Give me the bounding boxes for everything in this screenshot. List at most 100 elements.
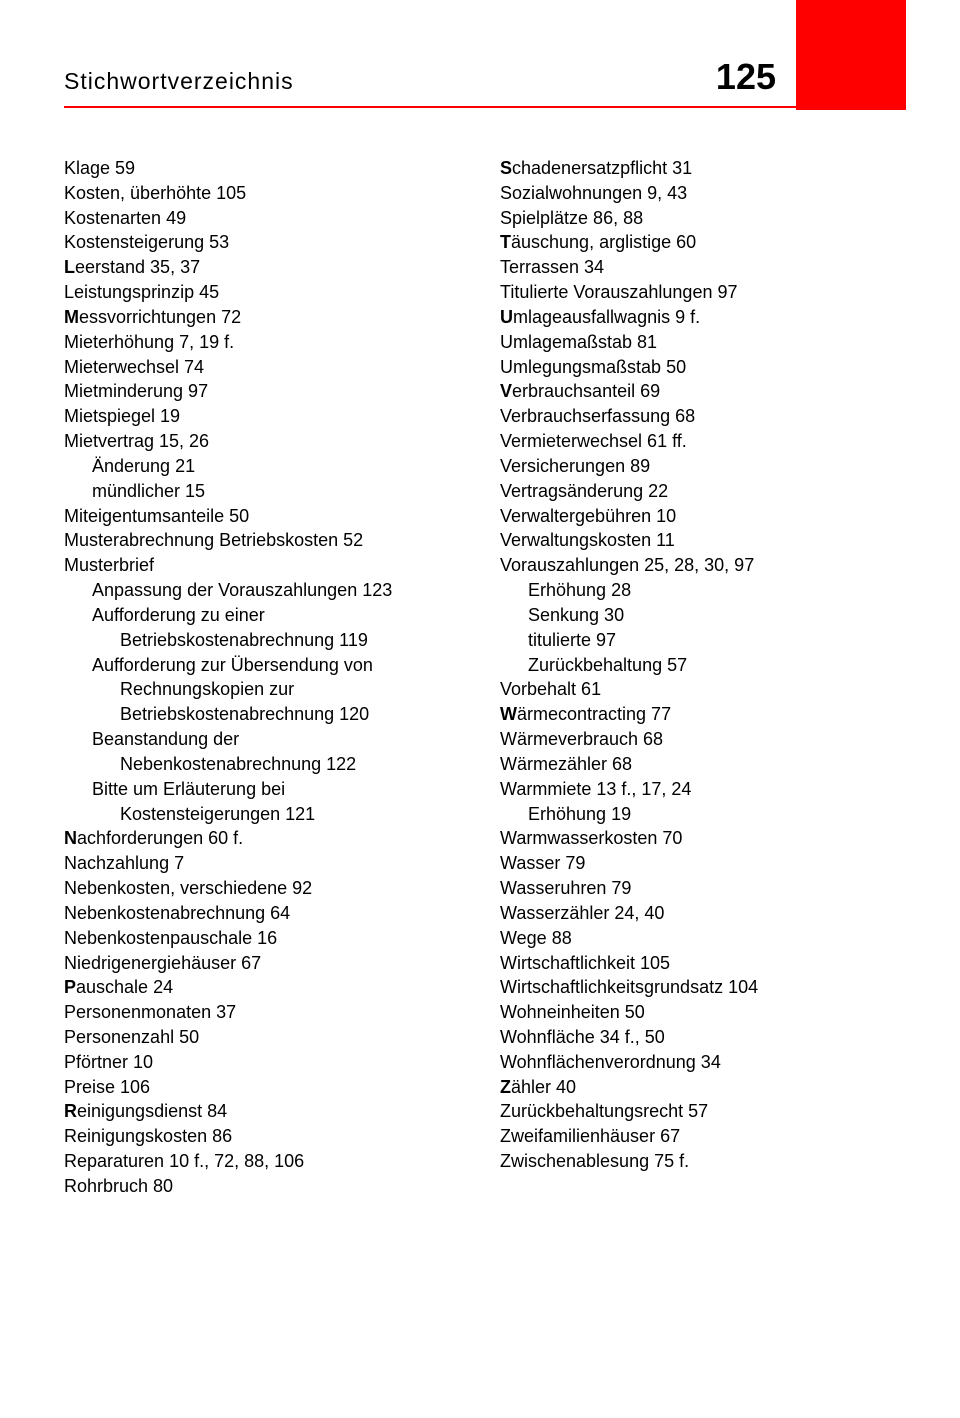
index-entry: Miteigentumsanteile 50 — [64, 504, 460, 529]
index-entry: Klage 59 — [64, 156, 460, 181]
index-entry: Kostenarten 49 — [64, 206, 460, 231]
index-entry: Zurückbehaltungsrecht 57 — [500, 1099, 896, 1124]
index-entry: Personenmonaten 37 — [64, 1000, 460, 1025]
entry-text: ähler 40 — [511, 1077, 576, 1097]
index-entry: Aufforderung zur Übersendung von — [64, 653, 460, 678]
index-entry: Reinigungsdienst 84 — [64, 1099, 460, 1124]
page-number: 125 — [716, 56, 776, 98]
index-entry: Kosten, überhöhte 105 — [64, 181, 460, 206]
index-entry: Wohneinheiten 50 — [500, 1000, 896, 1025]
index-entry: Aufforderung zu einer — [64, 603, 460, 628]
entry-text: chadenersatzpflicht 31 — [512, 158, 692, 178]
index-entry: Zweifamilienhäuser 67 — [500, 1124, 896, 1149]
index-entry: Wasseruhren 79 — [500, 876, 896, 901]
red-corner-block — [796, 0, 906, 110]
index-entry: Beanstandung der — [64, 727, 460, 752]
index-entry: Erhöhung 19 — [500, 802, 896, 827]
index-entry: Wohnflächenverordnung 34 — [500, 1050, 896, 1075]
index-entry: Nebenkostenabrechnung 122 — [64, 752, 460, 777]
entry-initial: T — [500, 232, 511, 252]
entry-text: auschale 24 — [76, 977, 173, 997]
index-entry: Anpassung der Vorauszahlungen 123 — [64, 578, 460, 603]
entry-text: mlageausfallwagnis 9 f. — [513, 307, 700, 327]
index-entry: Umlageausfallwagnis 9 f. — [500, 305, 896, 330]
index-entry: Musterabrechnung Betriebskosten 52 — [64, 528, 460, 553]
index-entry: Betriebskostenabrechnung 119 — [64, 628, 460, 653]
index-entry: Vorbehalt 61 — [500, 677, 896, 702]
index-entry: Warmwasserkosten 70 — [500, 826, 896, 851]
index-entry: Sozialwohnungen 9, 43 — [500, 181, 896, 206]
index-entry: Zwischenablesung 75 f. — [500, 1149, 896, 1174]
index-entry: Pförtner 10 — [64, 1050, 460, 1075]
entry-initial: P — [64, 977, 76, 997]
index-entry: Versicherungen 89 — [500, 454, 896, 479]
index-entry: Personenzahl 50 — [64, 1025, 460, 1050]
entry-text: eerstand 35, 37 — [75, 257, 200, 277]
index-entry: Wasser 79 — [500, 851, 896, 876]
entry-initial: Z — [500, 1077, 511, 1097]
index-entry: Verwaltungskosten 11 — [500, 528, 896, 553]
index-entry: Nachzahlung 7 — [64, 851, 460, 876]
index-columns: Klage 59Kosten, überhöhte 105Kostenarten… — [64, 156, 896, 1199]
index-entry: Vertragsänderung 22 — [500, 479, 896, 504]
entry-text: essvorrichtungen 72 — [79, 307, 241, 327]
index-entry: Preise 106 — [64, 1075, 460, 1100]
index-entry: mündlicher 15 — [64, 479, 460, 504]
index-entry: Wärmezähler 68 — [500, 752, 896, 777]
index-entry: Zähler 40 — [500, 1075, 896, 1100]
index-entry: Wärmeverbrauch 68 — [500, 727, 896, 752]
index-entry: Nebenkostenabrechnung 64 — [64, 901, 460, 926]
entry-text: einigungsdienst 84 — [77, 1101, 227, 1121]
index-entry: Reinigungskosten 86 — [64, 1124, 460, 1149]
index-entry: Erhöhung 28 — [500, 578, 896, 603]
entry-text: äuschung, arglistige 60 — [511, 232, 696, 252]
entry-initial: M — [64, 307, 79, 327]
index-entry: Nebenkostenpauschale 16 — [64, 926, 460, 951]
index-entry: Wärmecontracting 77 — [500, 702, 896, 727]
index-entry: Pauschale 24 — [64, 975, 460, 1000]
index-entry: Wirtschaftlichkeit 105 — [500, 951, 896, 976]
index-entry: Änderung 21 — [64, 454, 460, 479]
entry-initial: S — [500, 158, 512, 178]
entry-initial: W — [500, 704, 517, 724]
index-entry: titulierte 97 — [500, 628, 896, 653]
page-header: Stichwortverzeichnis 125 — [64, 56, 896, 108]
index-page: Stichwortverzeichnis 125 Klage 59Kosten,… — [0, 0, 960, 1255]
index-entry: Vermieterwechsel 61 ff. — [500, 429, 896, 454]
index-entry: Bitte um Erläuterung bei — [64, 777, 460, 802]
index-entry: Mieterwechsel 74 — [64, 355, 460, 380]
index-entry: Schadenersatzpflicht 31 — [500, 156, 896, 181]
index-entry: Rohrbruch 80 — [64, 1174, 460, 1199]
index-entry: Umlegungsmaßstab 50 — [500, 355, 896, 380]
index-entry: Leistungsprinzip 45 — [64, 280, 460, 305]
index-entry: Titulierte Vorauszahlungen 97 — [500, 280, 896, 305]
entry-initial: R — [64, 1101, 77, 1121]
index-entry: Vorauszahlungen 25, 28, 30, 97 — [500, 553, 896, 578]
index-entry: Verbrauchsanteil 69 — [500, 379, 896, 404]
index-column-right: Schadenersatzpflicht 31Sozialwohnungen 9… — [500, 156, 896, 1199]
index-entry: Täuschung, arglistige 60 — [500, 230, 896, 255]
index-entry: Wohnfläche 34 f., 50 — [500, 1025, 896, 1050]
entry-text: ärmecontracting 77 — [517, 704, 671, 724]
index-entry: Musterbrief — [64, 553, 460, 578]
index-entry: Wasserzähler 24, 40 — [500, 901, 896, 926]
entry-text: erbrauchsanteil 69 — [512, 381, 660, 401]
entry-text: achforderungen 60 f. — [77, 828, 243, 848]
index-entry: Verwaltergebühren 10 — [500, 504, 896, 529]
entry-initial: N — [64, 828, 77, 848]
index-entry: Spielplätze 86, 88 — [500, 206, 896, 231]
index-entry: Mieterhöhung 7, 19 f. — [64, 330, 460, 355]
index-entry: Mietvertrag 15, 26 — [64, 429, 460, 454]
index-entry: Mietminderung 97 — [64, 379, 460, 404]
index-entry: Warmmiete 13 f., 17, 24 — [500, 777, 896, 802]
index-entry: Umlagemaßstab 81 — [500, 330, 896, 355]
index-entry: Mietspiegel 19 — [64, 404, 460, 429]
index-entry: Reparaturen 10 f., 72, 88, 106 — [64, 1149, 460, 1174]
index-entry: Wege 88 — [500, 926, 896, 951]
index-entry: Niedrigenergiehäuser 67 — [64, 951, 460, 976]
entry-initial: V — [500, 381, 512, 401]
page-title: Stichwortverzeichnis — [64, 68, 294, 95]
index-entry: Zurückbehaltung 57 — [500, 653, 896, 678]
index-entry: Leerstand 35, 37 — [64, 255, 460, 280]
entry-initial: L — [64, 257, 75, 277]
